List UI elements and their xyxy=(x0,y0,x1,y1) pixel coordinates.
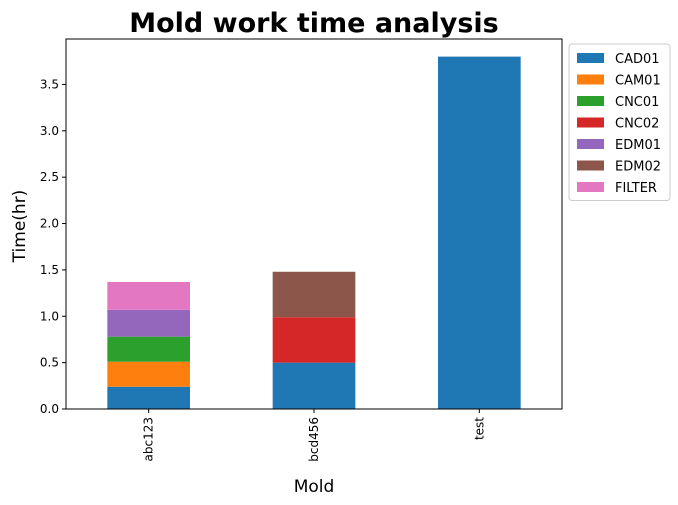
bar-edm01-abc123 xyxy=(107,309,190,337)
y-tick-label: 2.5 xyxy=(40,170,59,184)
y-tick-label: 3.0 xyxy=(40,124,59,138)
x-axis-label: Mold xyxy=(294,477,335,497)
legend-label-filter: FILTER xyxy=(615,181,657,196)
bar-cad01-test xyxy=(438,56,521,409)
legend-swatch-cad01 xyxy=(577,53,604,63)
bars-group xyxy=(107,56,521,409)
legend-label-cam01: CAM01 xyxy=(615,74,661,89)
chart-title: Mold work time analysis xyxy=(129,8,498,39)
legend-swatch-filter xyxy=(577,182,604,192)
y-tick-label: 1.5 xyxy=(40,263,59,277)
bar-cam01-abc123 xyxy=(107,361,190,387)
legend-label-cnc02: CNC02 xyxy=(615,117,659,132)
legend-label-cnc01: CNC01 xyxy=(615,95,659,110)
legend-swatch-cam01 xyxy=(577,74,604,85)
y-tick-label: 1.0 xyxy=(40,309,59,323)
y-tick-label: 2.0 xyxy=(40,217,59,231)
x-tick-label: bcd456 xyxy=(307,417,321,462)
y-tick-label: 3.5 xyxy=(40,77,59,91)
x-tick-label: test xyxy=(472,417,486,440)
bar-cnc02-bcd456 xyxy=(272,317,356,363)
legend: CAD01 CAM01 CNC01 CNC02 EDM01 EDM02 FILTER xyxy=(568,43,671,201)
legend-label-cad01: CAD01 xyxy=(615,52,660,67)
legend-swatch-edm01 xyxy=(577,139,604,149)
y-axis: 0.0 0.5 1.0 1.5 2.0 2.5 3.0 3.5 xyxy=(40,77,66,416)
bar-cad01-bcd456 xyxy=(272,362,356,409)
y-axis-label: Time(hr) xyxy=(10,190,30,264)
legend-swatch-edm02 xyxy=(577,160,604,171)
y-tick-label: 0.0 xyxy=(40,402,59,416)
bar-cad01-abc123 xyxy=(107,386,190,409)
legend-swatch-cnc01 xyxy=(577,96,604,106)
legend-label-edm02: EDM02 xyxy=(615,160,661,175)
legend-label-edm01: EDM01 xyxy=(615,138,661,153)
bar-edm02-bcd456 xyxy=(272,271,356,318)
legend-swatch-cnc02 xyxy=(577,117,604,128)
y-tick-label: 0.5 xyxy=(40,356,59,370)
x-tick-label: abc123 xyxy=(142,417,156,461)
x-axis: abc123 bcd456 test xyxy=(142,409,486,462)
bar-filter-abc123 xyxy=(107,281,190,310)
bar-cnc01-abc123 xyxy=(107,336,190,362)
